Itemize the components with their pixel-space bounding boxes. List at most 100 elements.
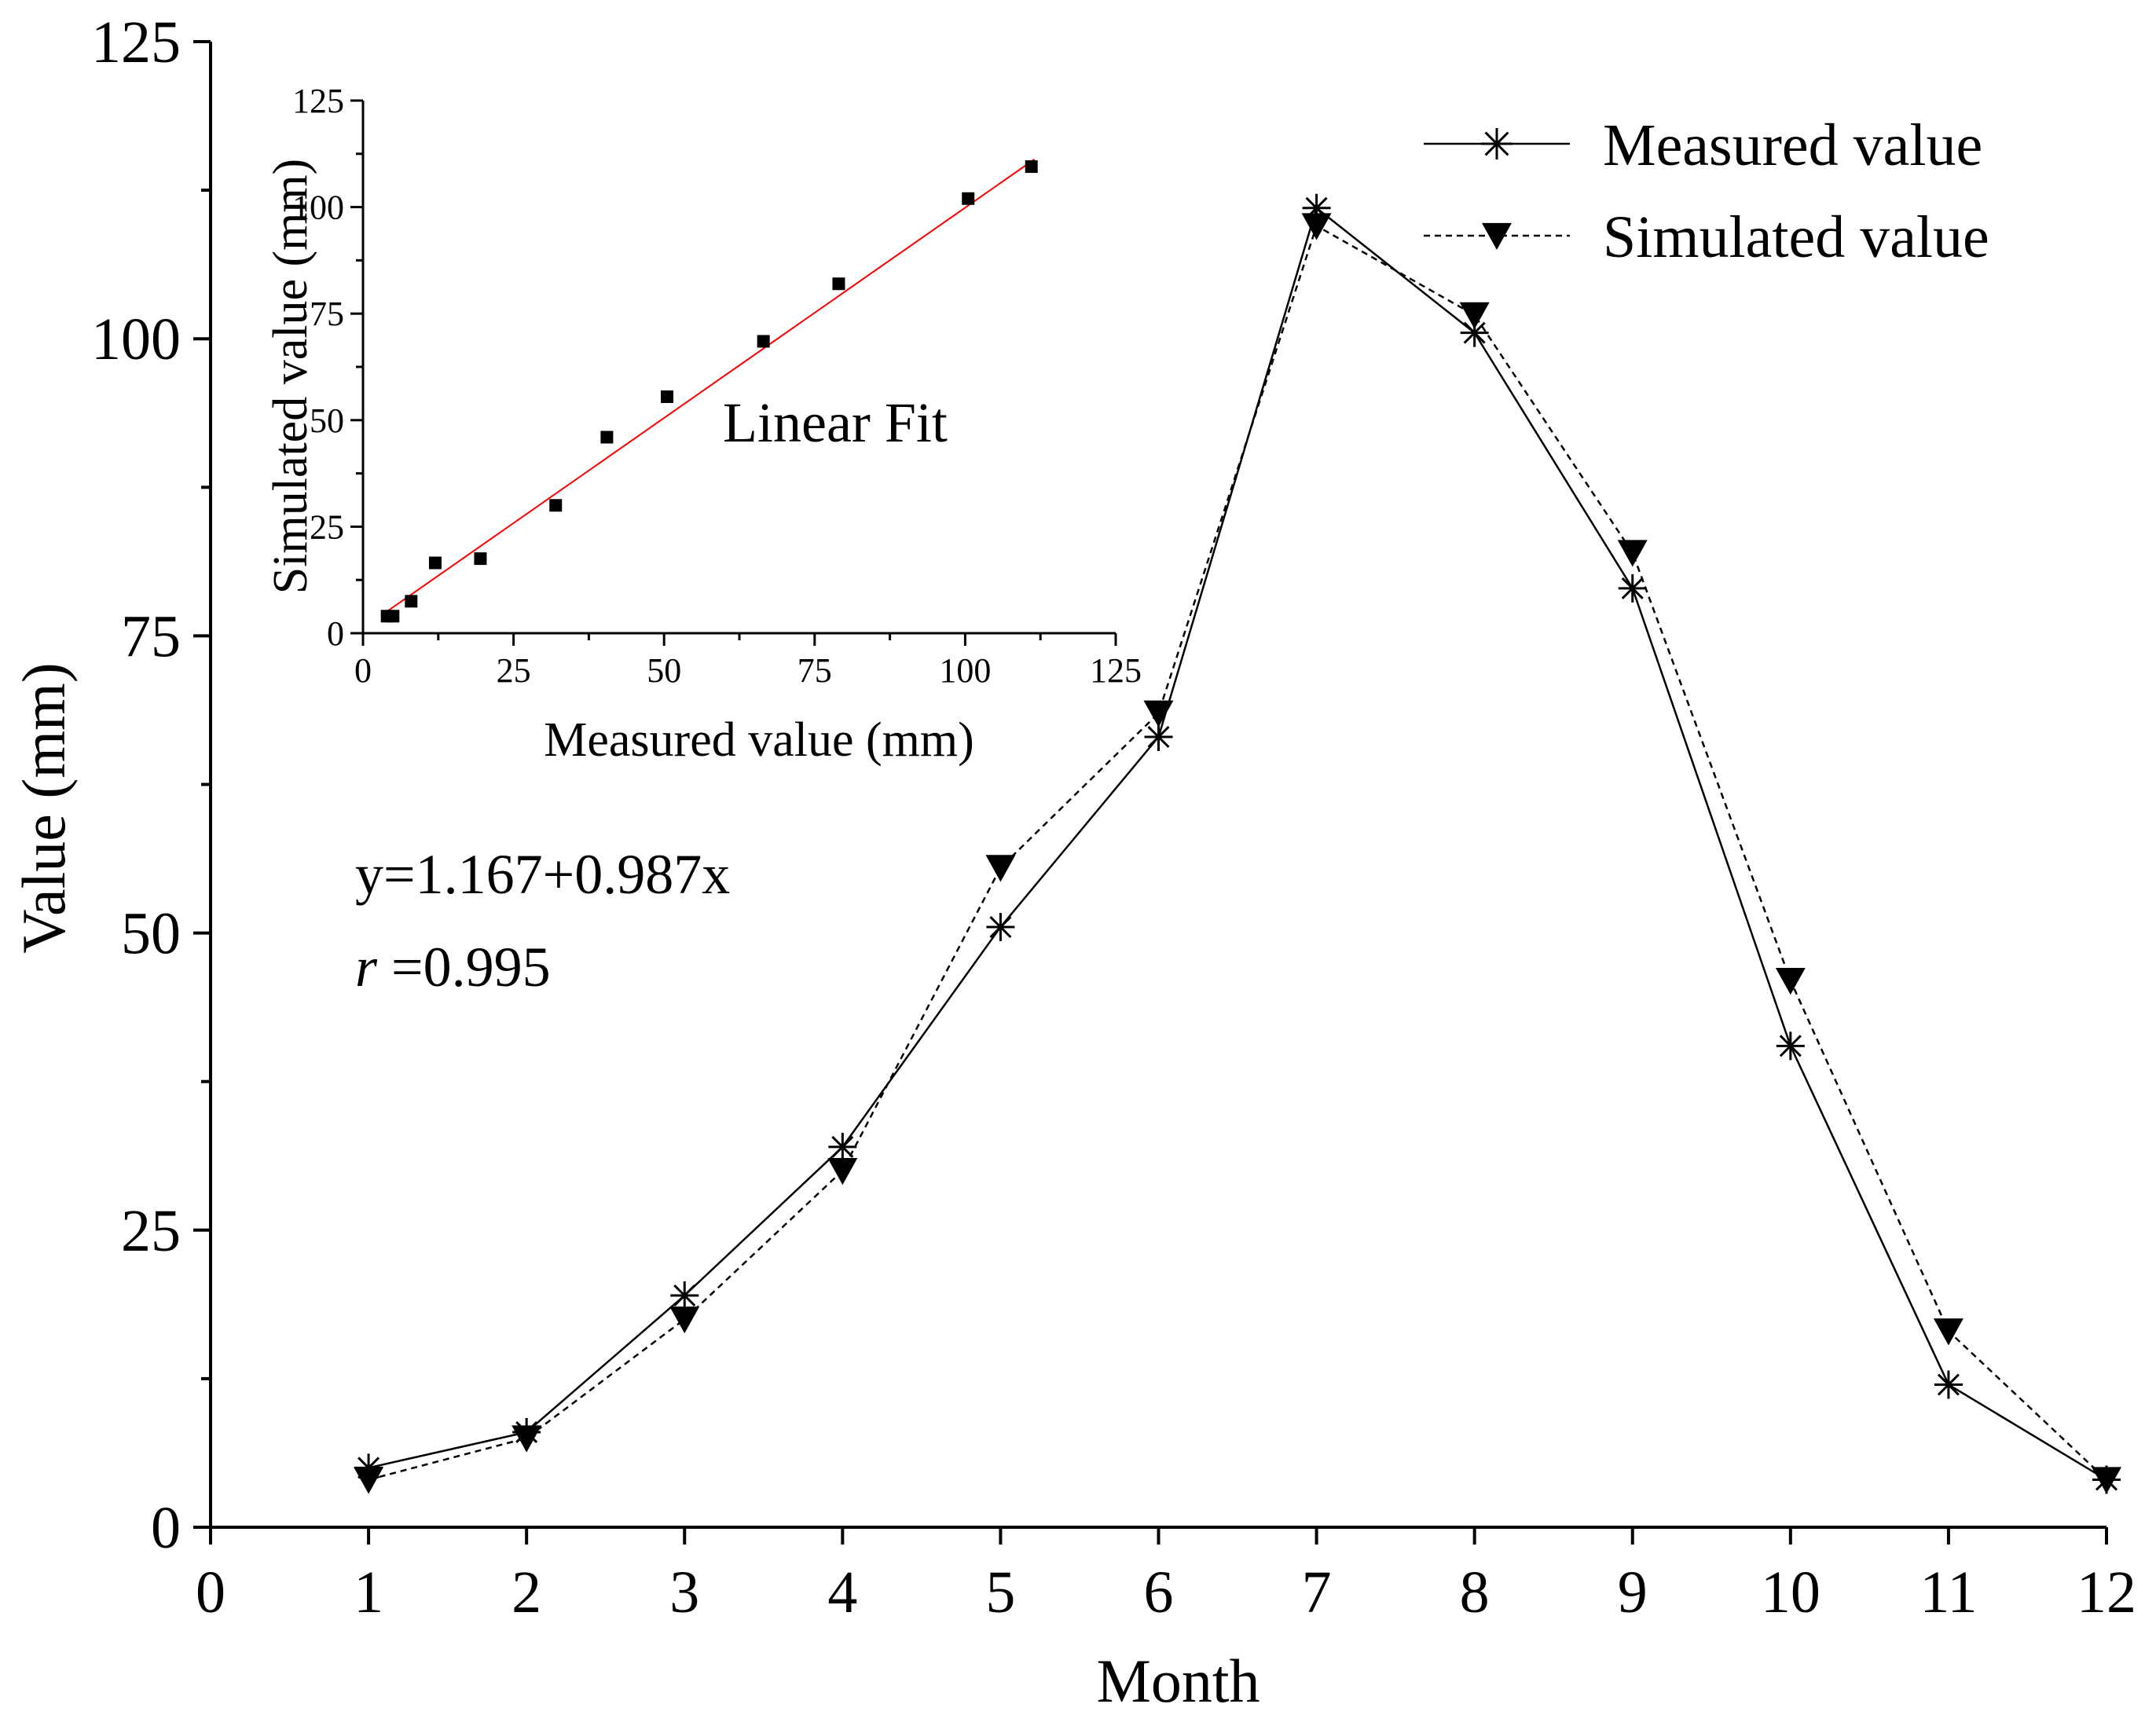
point-measured [354, 1453, 383, 1482]
asterisk-stroke [2095, 1468, 2118, 1491]
asterisk-stroke [989, 916, 1012, 939]
legend-item-simulated [1424, 222, 1570, 251]
asterisk-stroke [1937, 1373, 1960, 1396]
x-tick-label: 4 [827, 1559, 857, 1625]
x-tick-label: 7 [1302, 1559, 1332, 1625]
inset-x-tick-label: 50 [647, 651, 681, 690]
inset-point [661, 390, 674, 403]
x-tick-label: 6 [1144, 1559, 1174, 1625]
y-tick-label: 25 [121, 1198, 181, 1264]
x-tick-label: 12 [2077, 1559, 2136, 1625]
x-tick-label: 9 [1618, 1559, 1648, 1625]
y-axis-title: Value (mm) [9, 662, 78, 953]
inset-x-tick-label: 125 [1090, 651, 1142, 690]
r-symbol: r [355, 936, 378, 999]
asterisk-stroke [1484, 131, 1509, 156]
x-tick-label: 3 [669, 1559, 699, 1625]
inset-point [428, 556, 442, 570]
point-simulated [985, 855, 1016, 882]
inset-x-tick-label: 0 [354, 651, 372, 690]
y-tick-label: 100 [91, 306, 181, 372]
point-measured [670, 1281, 699, 1310]
inset-point [474, 552, 487, 566]
inset-y-axis-title: Simulated value (mm) [264, 159, 317, 594]
inset-x-tick-label: 75 [798, 651, 832, 690]
point-measured [1144, 722, 1173, 751]
x-axis-title: Month [1096, 1647, 1260, 1715]
inset-point [405, 595, 418, 608]
y-tick-label: 0 [151, 1495, 181, 1561]
inset-point [1025, 160, 1038, 174]
inset-x-tick-label: 100 [939, 651, 991, 690]
fit-equation: y=1.167+0.987x [355, 843, 730, 906]
x-tick-label: 8 [1460, 1559, 1490, 1625]
x-tick-label: 1 [354, 1559, 383, 1625]
legend-label-simulated: Simulated value [1603, 204, 1989, 270]
inset-point [832, 277, 845, 291]
legend: Measured value Simulated value [1424, 112, 1989, 270]
asterisk-stroke [515, 1420, 538, 1443]
point-simulated [827, 1158, 858, 1185]
x-tick-label: 11 [1920, 1559, 1977, 1625]
y-tick-label: 50 [121, 901, 181, 967]
correlation-annotation: r =0.995 [355, 936, 551, 999]
inset-point [962, 192, 975, 205]
point-measured [1618, 573, 1647, 603]
asterisk-stroke [1305, 196, 1328, 219]
asterisk-stroke [358, 1457, 380, 1479]
point-simulated [1143, 700, 1174, 727]
point-measured [1302, 193, 1331, 222]
inset-point [600, 431, 614, 444]
point-simulated [669, 1306, 700, 1334]
point-simulated [1459, 302, 1490, 329]
inset-y-tick-label: 50 [310, 401, 344, 440]
asterisk-stroke [831, 1135, 854, 1158]
point-measured [1934, 1370, 1963, 1399]
x-tick-label: 10 [1761, 1559, 1820, 1625]
point-simulated [1775, 967, 1806, 995]
legend-label-measured: Measured value [1603, 112, 1982, 178]
y-tick-label: 75 [121, 603, 181, 669]
x-tick-label: 2 [512, 1559, 541, 1625]
inset-y-tick-label: 125 [292, 82, 344, 120]
inset-fit-title: Linear Fit [723, 391, 948, 454]
inset-x-tick-label: 25 [497, 651, 531, 690]
legend-marker-simulated [1482, 222, 1512, 251]
r-value: =0.995 [377, 936, 551, 999]
inset-y-tick-label: 75 [310, 295, 344, 333]
legend-item-measured [1424, 128, 1570, 159]
point-measured [1460, 318, 1489, 347]
inset-y-tick-label: 100 [292, 189, 344, 227]
inset-x-axis-title: Measured value (mm) [544, 713, 974, 767]
inset-series [380, 158, 1038, 623]
point-simulated [1617, 540, 1648, 567]
asterisk-stroke [1463, 321, 1486, 344]
inset-point [549, 499, 563, 512]
point-measured [512, 1417, 541, 1446]
y-tick-label: 125 [91, 9, 181, 75]
point-measured [986, 913, 1015, 942]
main-series [354, 193, 2121, 1494]
point-measured [1776, 1032, 1805, 1061]
inset-y-tick-label: 0 [327, 614, 344, 653]
legend-marker-measured [1481, 128, 1512, 159]
point-measured [2092, 1465, 2121, 1494]
point-simulated [1933, 1318, 1964, 1346]
series-line-measured [368, 206, 2107, 1481]
inset-point [757, 335, 770, 348]
inset-axes: 0 25 50 75 100 125 0 25 50 75 100 125 [292, 82, 1142, 690]
inset-fit-line [380, 158, 1036, 617]
asterisk-stroke [1621, 577, 1644, 599]
asterisk-stroke [1147, 725, 1170, 749]
asterisk-stroke [1779, 1035, 1802, 1057]
series-line-simulated [368, 224, 2107, 1481]
point-simulated [1301, 213, 1332, 240]
inset-y-tick-label: 25 [310, 508, 344, 546]
x-tick-label: 0 [196, 1559, 226, 1625]
inset-point [387, 610, 400, 623]
asterisk-stroke [673, 1284, 696, 1307]
point-measured [828, 1132, 857, 1161]
